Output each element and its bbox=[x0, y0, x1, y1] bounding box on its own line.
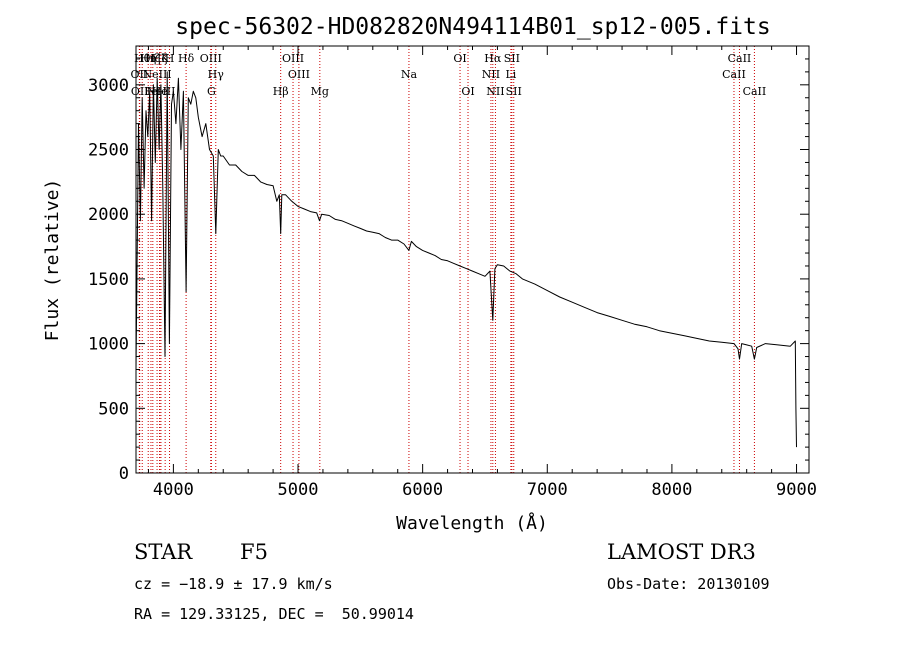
survey-name: LAMOST DR3 bbox=[607, 540, 756, 564]
y-tick-label: 2000 bbox=[88, 205, 129, 225]
spectral-line-label: Na bbox=[401, 68, 418, 81]
plot-frame bbox=[135, 45, 810, 474]
y-axis-label: Flux (relative) bbox=[42, 179, 63, 342]
x-tick-label: 5000 bbox=[278, 480, 319, 500]
chart-title: spec-56302-HD082820N494114B01_sp12-005.f… bbox=[175, 14, 770, 40]
spectral-line-label: Li bbox=[505, 68, 516, 81]
y-tick-label: 2500 bbox=[88, 141, 129, 161]
coordinates: RA = 129.33125, DEC = 50.99014 bbox=[134, 605, 414, 623]
spectral-line-label: Hα bbox=[484, 52, 502, 65]
spectral-line-label: Fe bbox=[144, 85, 158, 98]
spectral-line-label: OII bbox=[131, 68, 149, 81]
x-axis-label: Wavelength (Å) bbox=[396, 512, 548, 534]
spectral-line-label: NII bbox=[486, 85, 504, 98]
spectral-line-label: SII bbox=[506, 85, 522, 98]
spectral-line-label: OIII bbox=[200, 52, 222, 65]
x-tick-label: 4000 bbox=[153, 480, 194, 500]
spectral-line-label: Hβ bbox=[273, 85, 289, 98]
spectral-line-label: H bbox=[165, 52, 175, 65]
y-tick-label: 1500 bbox=[88, 270, 129, 290]
spectral-line-label: OIII bbox=[288, 68, 310, 81]
spectral-line-label: OIII bbox=[282, 52, 304, 65]
spectral-line-label: Hζ bbox=[152, 52, 168, 65]
spectral-line-label: NII bbox=[482, 68, 500, 81]
spectral-line-label: Hη bbox=[140, 52, 156, 65]
spectral-line-label: SII bbox=[504, 52, 520, 65]
y-tick-label: 1000 bbox=[88, 335, 129, 355]
y-tick-label: 500 bbox=[98, 399, 129, 419]
spectral-line-label: Mg bbox=[311, 85, 329, 98]
object-subclass: F5 bbox=[240, 540, 268, 564]
y-tick-label: 0 bbox=[119, 464, 129, 484]
spectral-line-label: K bbox=[161, 52, 170, 65]
observation-date: Obs-Date: 20130109 bbox=[607, 575, 770, 593]
spectral-line-label: Hγ bbox=[208, 68, 225, 81]
spectral-line-label: OII bbox=[131, 85, 149, 98]
spectral-line-label: NeIII bbox=[142, 68, 171, 81]
spectral-line-label: Hθ bbox=[134, 52, 151, 65]
x-tick-label: 6000 bbox=[402, 480, 443, 500]
spectral-line-label: G bbox=[207, 85, 216, 98]
spectral-line-label: CaII bbox=[728, 52, 752, 65]
axis-ticks: 4000 5000 6000 7000 8000 9000 0 500 1000 1500 2000… bbox=[88, 46, 817, 500]
spectral-line-label: Hζ bbox=[145, 52, 161, 65]
spectral-line-label: OI bbox=[461, 85, 474, 98]
x-tick-label: 9000 bbox=[776, 480, 817, 500]
x-tick-label: 8000 bbox=[651, 480, 692, 500]
spectrum-series-line bbox=[135, 71, 797, 448]
spectral-line-markers bbox=[138, 46, 755, 473]
x-tick-label: 7000 bbox=[527, 480, 568, 500]
spectral-line-label: CaII bbox=[722, 68, 746, 81]
spectral-line-label: Hδ bbox=[178, 52, 195, 65]
spectral-line-label: CaII bbox=[743, 85, 767, 98]
redshift-value: cz = −18.9 ± 17.9 km/s bbox=[134, 575, 333, 593]
y-tick-label: 3000 bbox=[88, 76, 129, 96]
object-class: STAR bbox=[134, 540, 193, 564]
spectral-line-label: OI bbox=[453, 52, 466, 65]
spectral-line-label: He bbox=[152, 85, 168, 98]
